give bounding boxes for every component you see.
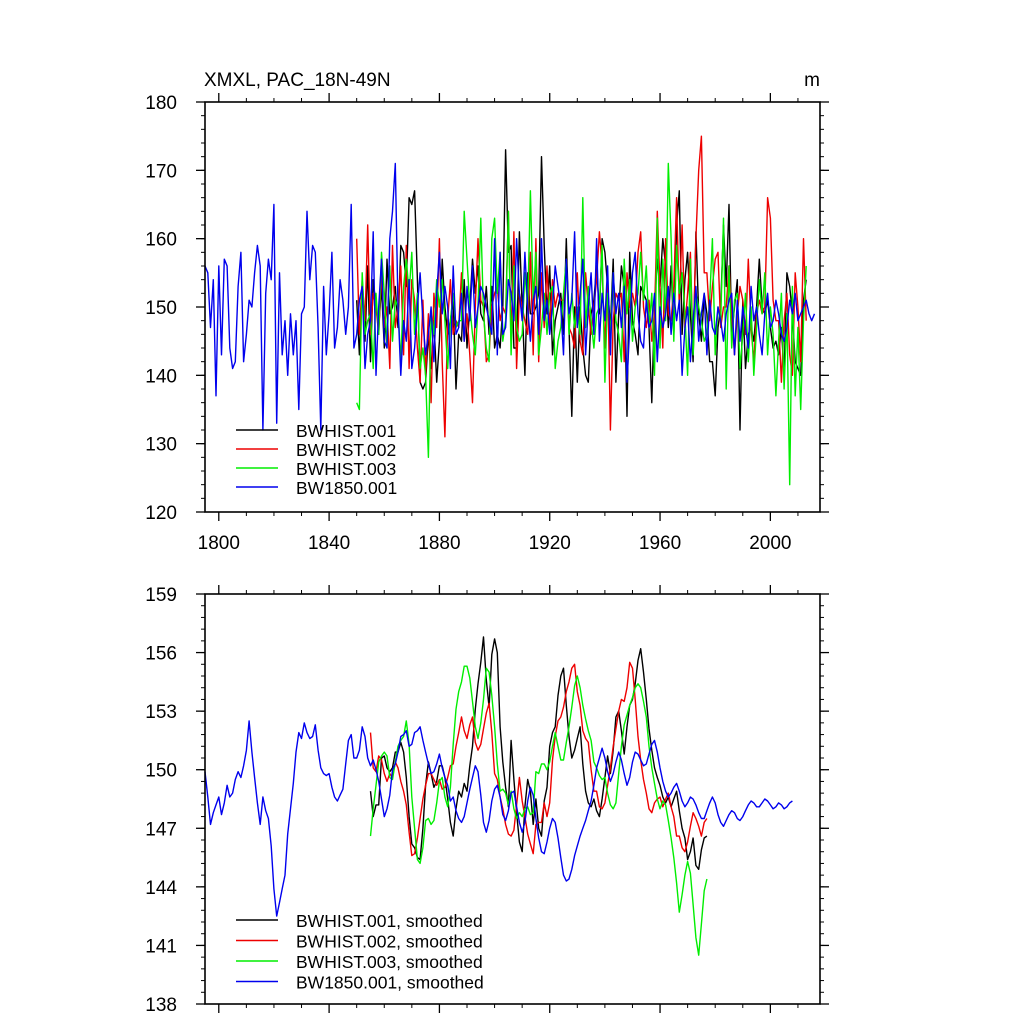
legend-label: BWHIST.002, smoothed <box>296 932 483 952</box>
top-series-group <box>204 135 816 486</box>
y-tick-label: 147 <box>145 819 177 840</box>
series-line-2 <box>369 661 708 857</box>
y-tick-label: 140 <box>145 366 177 387</box>
x-tick-label: 1840 <box>308 533 350 554</box>
y-tick-label: 150 <box>145 761 177 782</box>
legend-label: BWHIST.003, smoothed <box>296 952 483 972</box>
y-tick-label: 120 <box>145 503 177 524</box>
y-tick-label: 130 <box>145 435 177 456</box>
series-line-4 <box>204 720 793 917</box>
series-line-3 <box>369 665 708 956</box>
bottom-axis-ticks: 138 141 144 147 150 153 156 159 <box>145 585 829 1016</box>
bottom-plot-frame <box>204 593 821 1005</box>
y-tick-label: 159 <box>145 585 177 606</box>
y-tick-label: 170 <box>145 161 177 182</box>
x-tick-label: 1920 <box>529 533 571 554</box>
x-tick-label: 1880 <box>418 533 460 554</box>
legend-label: BWHIST.002 <box>296 440 396 460</box>
top-axis-ticks: 1800 1840 1880 1920 1960 2000 120 130 140 150 160 1… <box>145 93 829 554</box>
series-line-2 <box>356 135 807 438</box>
chart-title: XMXL, PAC_18N-49N <box>204 70 391 91</box>
x-tick-label: 1960 <box>639 533 681 554</box>
y-tick-label: 180 <box>145 93 177 114</box>
y-tick-label: 160 <box>145 230 177 251</box>
x-tick-label: 2000 <box>749 533 791 554</box>
series-line-4 <box>204 162 816 431</box>
bottom-panel: 138 141 144 147 150 153 156 159 BWHIST.001, smo… <box>145 585 829 1016</box>
y-tick-label: 138 <box>145 995 177 1016</box>
x-tick-label: 1800 <box>198 533 240 554</box>
top-panel: XMXL, PAC_18N-49N m 1800 1840 1880 1920 1960… <box>145 70 829 554</box>
legend-label: BWHIST.001 <box>296 421 396 441</box>
y-tick-label: 153 <box>145 702 177 723</box>
y-tick-label: 144 <box>145 878 177 899</box>
legend-label: BWHIST.001, smoothed <box>296 911 483 931</box>
legend-label: BWHIST.003 <box>296 459 396 479</box>
legend-label: BW1850.001, smoothed <box>296 973 484 993</box>
bottom-series-group <box>204 636 793 956</box>
y-tick-label: 156 <box>145 644 177 665</box>
units-label: m <box>804 70 820 91</box>
series-line-1 <box>369 636 708 870</box>
legend-label: BW1850.001 <box>296 478 397 498</box>
y-tick-label: 141 <box>145 936 177 957</box>
y-tick-label: 150 <box>145 298 177 319</box>
